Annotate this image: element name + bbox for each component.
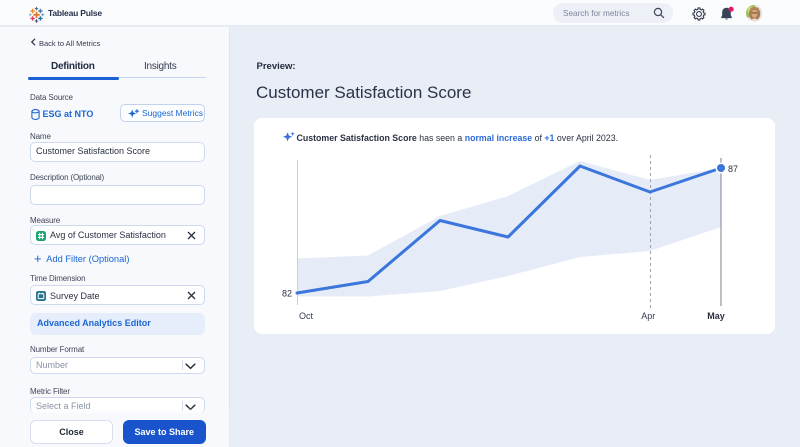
svg-text:82: 82 (282, 289, 292, 299)
svg-text:87: 87 (728, 164, 738, 174)
svg-text:May: May (707, 311, 725, 321)
svg-text:Apr: Apr (641, 311, 655, 321)
svg-text:Oct: Oct (299, 311, 314, 321)
